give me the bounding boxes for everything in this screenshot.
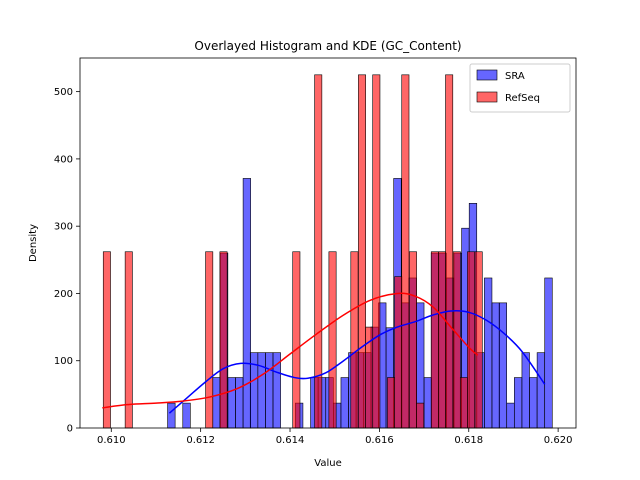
x-axis-title: Value	[314, 458, 341, 469]
sra-bar	[227, 377, 236, 429]
plot-area	[102, 74, 553, 429]
refseq-bar	[430, 251, 439, 429]
sra-bar	[491, 302, 500, 429]
sra-bar	[506, 402, 515, 429]
refseq-bar	[394, 276, 403, 429]
y-tick-label: 100	[54, 356, 73, 367]
refseq-kde-line	[102, 292, 479, 409]
refseq-bar	[372, 74, 381, 429]
x-tick-label: 0.618	[454, 435, 483, 446]
refseq-bar	[387, 377, 396, 429]
refseq-bars	[102, 74, 483, 429]
x-tick-label: 0.610	[97, 435, 126, 446]
sra-bar	[484, 277, 493, 429]
x-axis: 0.610 0.612 0.614 0.616 0.618 0.620	[97, 428, 572, 446]
refseq-bar	[358, 74, 366, 429]
refseq-bar	[474, 251, 483, 429]
sra-bar	[265, 352, 274, 429]
sra-kde-line	[168, 309, 546, 414]
legend-swatch-sra	[476, 69, 498, 81]
y-axis-title: Density	[28, 224, 39, 262]
refseq-bar	[350, 251, 359, 429]
sra-bar	[521, 352, 530, 429]
refseq-bar	[452, 251, 461, 429]
y-tick-label: 0	[67, 424, 73, 435]
y-tick-label: 500	[54, 87, 73, 98]
sra-bar	[536, 352, 545, 429]
refseq-bar	[459, 377, 468, 429]
sra-bar	[340, 377, 349, 429]
sra-bar	[167, 402, 176, 429]
x-tick-label: 0.612	[186, 435, 215, 446]
refseq-bar	[102, 251, 111, 429]
y-tick-label: 400	[54, 154, 73, 165]
refseq-bar	[124, 251, 133, 429]
sra-bar	[544, 277, 553, 429]
x-tick-label: 0.616	[365, 435, 394, 446]
refseq-bar	[409, 251, 417, 429]
legend-swatch-refseq	[476, 91, 498, 103]
refseq-bar	[328, 251, 337, 429]
legend-label-sra: SRA	[505, 71, 525, 82]
y-axis: 0 100 200 300 400 500	[54, 87, 80, 435]
legend: SRA RefSeq	[469, 63, 571, 113]
chart-title: Overlayed Histogram and KDE (GC_Content)	[194, 39, 461, 53]
x-tick-label: 0.620	[544, 435, 573, 446]
sra-bar	[423, 377, 432, 429]
y-tick-label: 300	[54, 222, 73, 233]
x-tick-label: 0.614	[276, 435, 305, 446]
sra-bar	[257, 352, 266, 429]
sra-bar	[498, 302, 507, 429]
sra-bar	[529, 377, 538, 429]
sra-bar	[182, 402, 191, 429]
sra-bar	[242, 178, 251, 429]
sra-bar	[514, 377, 523, 429]
axes-frame	[79, 57, 577, 429]
sra-bar	[212, 377, 221, 429]
sra-bar	[235, 377, 244, 429]
refseq-bar	[416, 402, 425, 429]
refseq-bar	[467, 251, 476, 429]
refseq-bar	[219, 251, 228, 429]
refseq-bar	[205, 251, 214, 429]
y-tick-label: 200	[54, 289, 73, 300]
refseq-bar	[438, 251, 446, 429]
refseq-bar	[401, 74, 410, 429]
refseq-bar	[292, 251, 301, 429]
legend-label-refseq: RefSeq	[505, 93, 540, 104]
refseq-bar	[445, 74, 454, 429]
